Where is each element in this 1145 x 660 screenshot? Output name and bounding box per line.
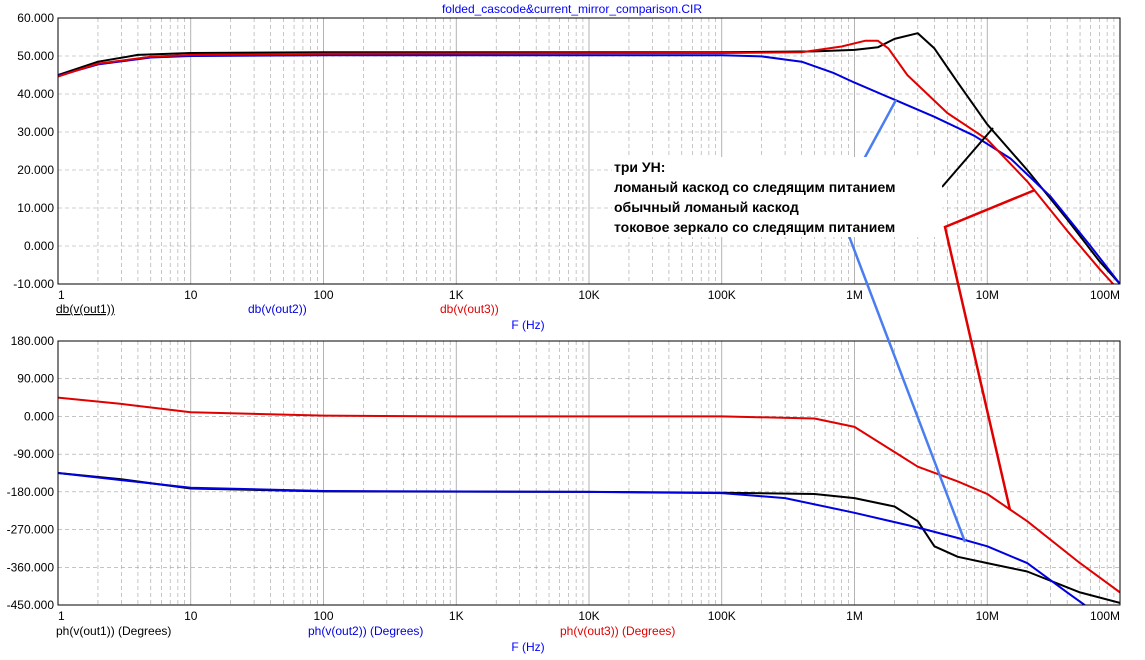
- x-tick-label: 10: [184, 288, 198, 302]
- phase-grid: [58, 341, 1120, 605]
- series-line-3: [58, 396, 1120, 594]
- annotation-text: три УН: ломаный каскод со следящим питан…: [612, 157, 942, 237]
- legend-ph-out1[interactable]: ph(v(out1)) (Degrees): [56, 624, 171, 638]
- x-tick-label: 1: [58, 609, 65, 623]
- x-tick-label: 1M: [846, 288, 863, 302]
- x-tick-label: 100: [313, 609, 333, 623]
- y-tick-label: 180.000: [11, 334, 55, 348]
- y-tick-label: -360.000: [7, 560, 55, 574]
- legend-db-out2[interactable]: db(v(out2)): [248, 302, 307, 316]
- y-tick-label: 50.000: [17, 49, 54, 63]
- pointer-black: [941, 127, 994, 188]
- annotation-line-1: три УН:: [614, 159, 665, 175]
- y-tick-label: 0.000: [24, 239, 54, 253]
- gain-plot-frame: [57, 17, 1121, 285]
- y-tick-label: -180.000: [7, 485, 55, 499]
- phase-panel: 180.000 90.000 0.000 -90.000 -180.000 -270.00…: [7, 334, 1121, 654]
- x-tick-label: 10M: [976, 609, 999, 623]
- legend-db-out3[interactable]: db(v(out3)): [440, 302, 499, 316]
- y-tick-label: 0.000: [24, 409, 54, 423]
- y-tick-label: 10.000: [17, 201, 54, 215]
- y-tick-label: 40.000: [17, 87, 54, 101]
- pointer-red: [943, 188, 1036, 511]
- legend-ph-out3[interactable]: ph(v(out3)) (Degrees): [560, 624, 675, 638]
- x-tick-label: 100K: [708, 609, 736, 623]
- x-tick-label: 100M: [1090, 288, 1120, 302]
- y-tick-label: -270.000: [7, 523, 55, 537]
- y-tick-label: 30.000: [17, 125, 54, 139]
- phase-x-ticks: 1 10 100 1K 10K 100K 1M 10M 100M: [58, 609, 1120, 623]
- phase-plot-frame: [57, 340, 1121, 606]
- x-tick-label: 10M: [976, 288, 999, 302]
- x-tick-label: 10K: [578, 609, 599, 623]
- x-tick-label: 1K: [449, 288, 464, 302]
- y-tick-label: -450.000: [7, 598, 55, 612]
- series-line-1: [58, 32, 1120, 284]
- phase-x-axis-label: F (Hz): [511, 640, 544, 654]
- annotation-background: [612, 157, 942, 237]
- y-tick-label: -10.000: [13, 277, 54, 291]
- y-tick-label: 60.000: [17, 11, 54, 25]
- x-tick-label: 100K: [708, 288, 736, 302]
- legend-db-out1[interactable]: db(v(out1)): [56, 302, 115, 316]
- phase-y-ticks: 180.000 90.000 0.000 -90.000 -180.000 -270.00…: [7, 334, 55, 612]
- gain-panel: 60.000 50.000 40.000 30.000 20.000 10.000 0.00…: [13, 11, 1121, 332]
- x-tick-label: 1K: [449, 609, 464, 623]
- y-tick-label: -90.000: [13, 447, 54, 461]
- gain-grid: [58, 18, 1120, 284]
- x-tick-label: 10: [184, 609, 198, 623]
- legend-ph-out2[interactable]: ph(v(out2)) (Degrees): [308, 624, 423, 638]
- annotation-line-4: токовое зеркало со следящим питанием: [614, 219, 895, 235]
- phase-curves: [58, 396, 1120, 605]
- gain-x-ticks: 1 10 100 1K 10K 100K 1M 10M 100M: [58, 288, 1120, 302]
- x-tick-label: 1M: [846, 609, 863, 623]
- x-tick-label: 100M: [1090, 609, 1120, 623]
- series-line-2: [58, 472, 1087, 605]
- x-tick-label: 100: [313, 288, 333, 302]
- gain-x-axis-label: F (Hz): [511, 318, 544, 332]
- plot-window-title: folded_cascode&current_mirror_comparison…: [442, 2, 702, 16]
- annotation-line-2: ломаный каскод со следящим питанием: [614, 179, 895, 195]
- x-tick-label: 10K: [578, 288, 599, 302]
- y-tick-label: 20.000: [17, 163, 54, 177]
- annotation-line-3: обычный ломаный каскод: [614, 199, 799, 215]
- x-tick-label: 1: [58, 288, 65, 302]
- y-tick-label: 90.000: [17, 372, 54, 386]
- gain-y-ticks: 60.000 50.000 40.000 30.000 20.000 10.000 0.00…: [13, 11, 54, 291]
